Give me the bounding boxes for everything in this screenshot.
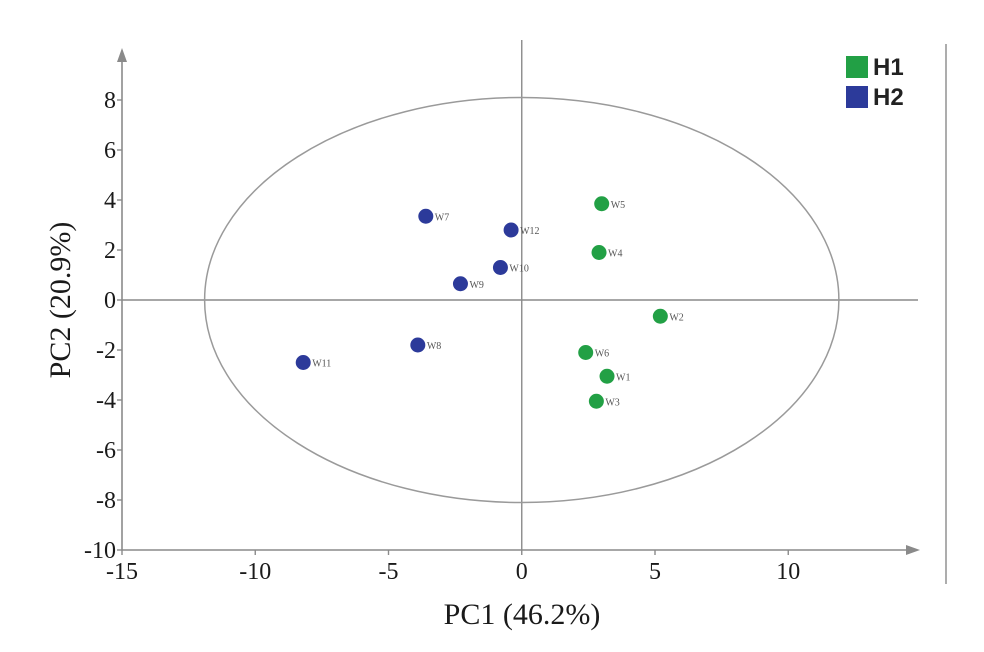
y-tick-label: -4 <box>96 388 116 414</box>
point-label: W3 <box>605 397 619 408</box>
point-label: W9 <box>469 280 483 291</box>
legend-swatch <box>846 86 868 108</box>
data-point <box>594 196 610 212</box>
y-tick-labels: -10 -8 -6 -4 -2 0 2 4 6 8 <box>84 88 122 564</box>
data-point <box>588 393 604 409</box>
legend-label: H2 <box>873 84 904 111</box>
y-axis-arrow <box>117 48 127 62</box>
data-point <box>492 260 508 275</box>
axes-group <box>117 40 947 584</box>
y-tick-label: 4 <box>104 188 116 214</box>
x-tick-label: 5 <box>649 559 661 585</box>
point-label: W10 <box>509 264 528 275</box>
legend-swatch <box>846 56 868 78</box>
data-point <box>591 245 607 260</box>
point-label: W12 <box>520 226 539 237</box>
point-label: W8 <box>427 341 441 352</box>
x-axis-arrow <box>906 545 920 555</box>
data-point <box>578 345 594 360</box>
x-axis-title: PC1 (46.2%) <box>444 598 601 631</box>
y-tick-label: 8 <box>104 88 116 114</box>
point-label: W6 <box>595 349 609 360</box>
y-tick-label: 2 <box>104 238 116 264</box>
legend-label: H1 <box>873 54 904 81</box>
point-label: W7 <box>435 212 449 223</box>
point-label: W4 <box>608 249 622 260</box>
confidence-ellipse <box>203 96 840 504</box>
data-point <box>418 208 434 224</box>
y-tick-label: -10 <box>84 538 116 564</box>
point-label: W1 <box>616 372 630 383</box>
point-label: W5 <box>611 200 625 211</box>
x-tick-label: 10 <box>776 559 800 585</box>
data-point <box>652 308 668 324</box>
x-tick-label: 0 <box>516 559 528 585</box>
x-tick-label: -10 <box>239 559 271 585</box>
y-axis-title: PC2 (20.9%) <box>44 222 77 379</box>
data-point <box>452 276 468 292</box>
y-tick-label: -6 <box>96 438 116 464</box>
y-tick-label: -2 <box>96 338 116 364</box>
x-tick-labels: -15 -10 -5 0 5 10 <box>106 550 800 585</box>
data-point <box>295 355 311 370</box>
data-point <box>599 368 615 384</box>
x-tick-label: -15 <box>106 559 138 585</box>
x-tick-label: -5 <box>379 559 399 585</box>
y-tick-label: 6 <box>104 138 116 164</box>
point-label: W11 <box>312 359 331 370</box>
data-point <box>410 337 426 353</box>
y-tick-label: -8 <box>96 488 116 514</box>
y-tick-label: 0 <box>104 288 116 314</box>
data-points: W5 W4 W2 W6 W1 W3 W7 W12 W10 W9 W8 W11 <box>295 196 684 409</box>
data-point <box>503 222 519 238</box>
point-label: W2 <box>669 312 683 323</box>
